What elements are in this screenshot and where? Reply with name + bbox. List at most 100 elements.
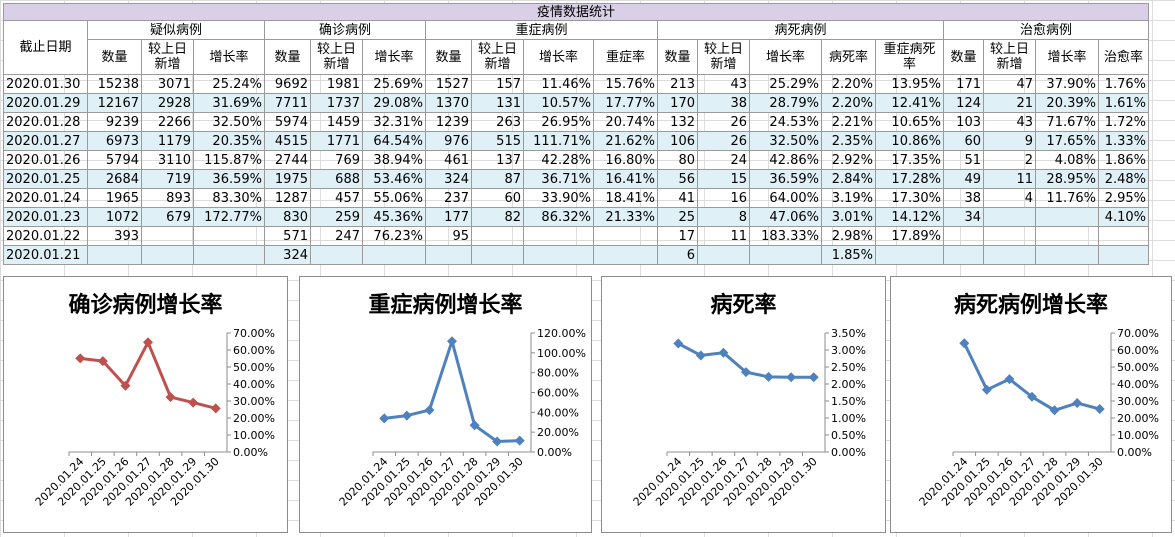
table-cell[interactable]: 324 (264, 245, 311, 265)
table-cell[interactable]: 2.98% (821, 226, 876, 246)
table-cell[interactable]: 2.84% (821, 169, 876, 189)
table-cell[interactable]: 26 (697, 112, 750, 132)
column-header[interactable]: 较上日新增 (983, 39, 1036, 75)
column-header[interactable]: 数量 (425, 39, 472, 75)
table-cell[interactable]: 25 (657, 207, 698, 227)
table-cell[interactable]: 131 (471, 93, 524, 113)
table-cell[interactable]: 36.71% (523, 169, 594, 189)
table-cell[interactable] (362, 245, 426, 265)
table-cell[interactable]: 1527 (425, 74, 472, 94)
table-cell[interactable]: 32.31% (362, 112, 426, 132)
table-cell[interactable]: 47.06% (749, 207, 822, 227)
table-cell[interactable]: 25.29% (749, 74, 822, 94)
date-cell[interactable]: 2020.01.23 (3, 207, 88, 227)
column-header[interactable]: 较上日新增 (141, 39, 194, 75)
table-cell[interactable]: 1179 (141, 131, 194, 151)
table-cell[interactable]: 1965 (87, 188, 142, 208)
table-cell[interactable]: 1.72% (1098, 112, 1149, 132)
table-cell[interactable]: 12167 (87, 93, 142, 113)
table-cell[interactable]: 15.76% (593, 74, 658, 94)
column-header[interactable]: 增长率 (193, 39, 265, 75)
table-cell[interactable]: 3110 (141, 150, 194, 170)
table-cell[interactable]: 893 (141, 188, 194, 208)
table-cell[interactable]: 8 (697, 207, 750, 227)
column-header[interactable]: 增长率 (362, 39, 426, 75)
table-cell[interactable]: 53.46% (362, 169, 426, 189)
table-cell[interactable] (87, 245, 142, 265)
table-cell[interactable]: 60 (471, 188, 524, 208)
table-cell[interactable]: 2.20% (821, 74, 876, 94)
table-cell[interactable] (1098, 226, 1149, 246)
table-cell[interactable]: 259 (310, 207, 363, 227)
table-cell[interactable]: 103 (943, 112, 984, 132)
table-cell[interactable]: 24.53% (749, 112, 822, 132)
table-cell[interactable]: 4515 (264, 131, 311, 151)
table-cell[interactable]: 47 (983, 74, 1036, 94)
table-cell[interactable]: 157 (471, 74, 524, 94)
table-cell[interactable]: 457 (310, 188, 363, 208)
table-cell[interactable]: 177 (425, 207, 472, 227)
table-cell[interactable]: 12.41% (875, 93, 944, 113)
table-cell[interactable]: 20.35% (193, 131, 265, 151)
table-cell[interactable]: 1981 (310, 74, 363, 94)
table-cell[interactable]: 38 (697, 93, 750, 113)
date-cell[interactable]: 2020.01.26 (3, 150, 88, 170)
table-cell[interactable]: 11.76% (1035, 188, 1099, 208)
table-cell[interactable]: 1239 (425, 112, 472, 132)
table-cell[interactable]: 1287 (264, 188, 311, 208)
column-header[interactable]: 数量 (943, 39, 984, 75)
table-cell[interactable]: 21 (983, 93, 1036, 113)
table-cell[interactable]: 38 (943, 188, 984, 208)
table-cell[interactable] (1035, 226, 1099, 246)
table-cell[interactable]: 32.50% (749, 131, 822, 151)
table-cell[interactable]: 7711 (264, 93, 311, 113)
table-cell[interactable]: 86.32% (523, 207, 594, 227)
table-cell[interactable]: 4.10% (1098, 207, 1149, 227)
table-cell[interactable] (141, 226, 194, 246)
table-cell[interactable]: 17.77% (593, 93, 658, 113)
group-header[interactable]: 重症病例 (425, 20, 658, 40)
table-cell[interactable]: 769 (310, 150, 363, 170)
table-cell[interactable]: 15238 (87, 74, 142, 94)
table-cell[interactable]: 37.90% (1035, 74, 1099, 94)
table-cell[interactable]: 5974 (264, 112, 311, 132)
table-cell[interactable]: 17.89% (875, 226, 944, 246)
table-cell[interactable]: 16.80% (593, 150, 658, 170)
column-header[interactable]: 较上日新增 (310, 39, 363, 75)
date-cell[interactable]: 2020.01.27 (3, 131, 88, 151)
table-cell[interactable] (193, 226, 265, 246)
table-cell[interactable]: 87 (471, 169, 524, 189)
table-cell[interactable] (310, 245, 363, 265)
table-cell[interactable]: 1072 (87, 207, 142, 227)
table-cell[interactable]: 10.57% (523, 93, 594, 113)
table-cell[interactable]: 2 (983, 150, 1036, 170)
table-cell[interactable]: 2.35% (821, 131, 876, 151)
column-header[interactable]: 较上日新增 (697, 39, 750, 75)
table-cell[interactable]: 9692 (264, 74, 311, 94)
table-cell[interactable] (1035, 207, 1099, 227)
table-cell[interactable]: 36.59% (749, 169, 822, 189)
table-cell[interactable]: 1.33% (1098, 131, 1149, 151)
table-cell[interactable]: 31.69% (193, 93, 265, 113)
table-cell[interactable] (1098, 245, 1149, 265)
group-header[interactable]: 治愈病例 (943, 20, 1149, 40)
table-cell[interactable] (593, 226, 658, 246)
table-cell[interactable]: 111.71% (523, 131, 594, 151)
table-cell[interactable] (523, 226, 594, 246)
table-cell[interactable]: 26 (697, 131, 750, 151)
table-cell[interactable]: 213 (657, 74, 698, 94)
table-cell[interactable] (141, 245, 194, 265)
table-cell[interactable]: 13.95% (875, 74, 944, 94)
group-header[interactable]: 疑似病例 (87, 20, 265, 40)
table-cell[interactable]: 15 (697, 169, 750, 189)
table-cell[interactable]: 2744 (264, 150, 311, 170)
table-cell[interactable]: 461 (425, 150, 472, 170)
column-header[interactable]: 重症病死率 (875, 39, 944, 75)
table-cell[interactable]: 20.39% (1035, 93, 1099, 113)
table-cell[interactable]: 10.65% (875, 112, 944, 132)
table-cell[interactable]: 1370 (425, 93, 472, 113)
table-cell[interactable]: 55.06% (362, 188, 426, 208)
table-cell[interactable]: 1771 (310, 131, 363, 151)
table-cell[interactable]: 1.61% (1098, 93, 1149, 113)
table-cell[interactable]: 28.95% (1035, 169, 1099, 189)
